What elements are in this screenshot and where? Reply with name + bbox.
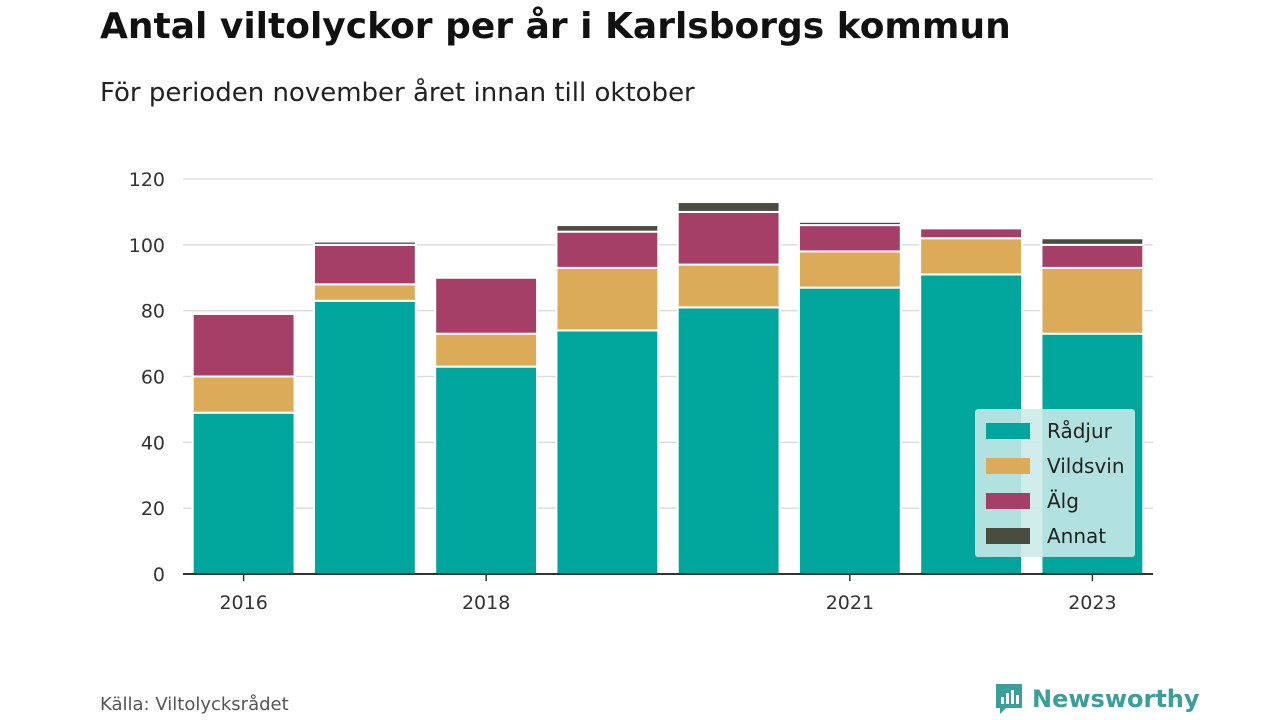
bar-annat-2023 <box>1040 237 1145 246</box>
bar-rådjur-2017 <box>312 299 417 575</box>
bar-rådjur-2016 <box>191 411 296 576</box>
bar-vildsvin-2018 <box>434 332 539 368</box>
y-tick-label: 100 <box>129 235 165 257</box>
bar-rådjur-2018 <box>434 365 539 575</box>
bar-älg-2016 <box>191 312 296 378</box>
legend-label: Älg <box>1047 489 1079 513</box>
source-note: Källa: Viltolycksrådet <box>100 694 289 715</box>
x-tick-label: 2016 <box>219 592 267 614</box>
bar-älg-2020 <box>676 210 781 266</box>
y-tick-label: 20 <box>141 498 165 520</box>
bar-älg-2021 <box>797 224 902 253</box>
legend-swatch <box>986 423 1030 439</box>
bar-vildsvin-2016 <box>191 375 296 414</box>
legend-label: Vildsvin <box>1047 454 1125 478</box>
bar-rådjur-2019 <box>555 329 660 575</box>
bar-älg-2019 <box>555 230 660 269</box>
y-tick-label: 60 <box>141 367 165 389</box>
bar-vildsvin-2021 <box>797 250 902 289</box>
bar-rådjur-2021 <box>797 286 902 575</box>
y-tick-label: 80 <box>141 301 165 323</box>
bar-vildsvin-2022 <box>919 237 1024 276</box>
legend-swatch <box>986 493 1030 509</box>
bar-vildsvin-2017 <box>312 283 417 302</box>
bar-annat-2017 <box>312 240 417 246</box>
legend-box <box>975 409 1135 557</box>
x-tick-label: 2023 <box>1068 592 1116 614</box>
bar-vildsvin-2019 <box>555 266 660 332</box>
brand-name: Newsworthy <box>1032 685 1200 713</box>
legend-swatch <box>986 458 1030 474</box>
y-tick-label: 40 <box>141 432 165 454</box>
legend-label: Rådjur <box>1047 419 1113 443</box>
brand-logo[interactable]: Newsworthy <box>994 682 1200 716</box>
bar-älg-2018 <box>434 276 539 335</box>
x-tick-label: 2018 <box>462 592 510 614</box>
y-tick-label: 120 <box>129 169 165 191</box>
legend-label: Annat <box>1047 524 1106 548</box>
bar-älg-2022 <box>919 227 1024 240</box>
bar-annat-2021 <box>797 220 902 227</box>
bar-vildsvin-2020 <box>676 263 781 309</box>
bar-annat-2019 <box>555 224 660 233</box>
x-tick-label: 2021 <box>826 592 874 614</box>
bar-vildsvin-2023 <box>1040 266 1145 335</box>
bar-rådjur-2020 <box>676 306 781 575</box>
chart-title: Antal viltolyckor per år i Karlsborgs ko… <box>100 6 1011 47</box>
stacked-bar-chart: 0 20 40 60 80 100 120 2016 2018 2021 2023 Rådjur Vil… <box>129 169 1153 614</box>
bar-älg-2017 <box>312 243 417 286</box>
y-tick-label: 0 <box>153 564 165 586</box>
bar-annat-2020 <box>676 201 781 213</box>
chart-subtitle: För perioden november året innan till ok… <box>100 78 695 108</box>
legend-swatch <box>986 528 1030 544</box>
newsworthy-logo-icon <box>996 684 1022 714</box>
bar-älg-2023 <box>1040 243 1145 269</box>
